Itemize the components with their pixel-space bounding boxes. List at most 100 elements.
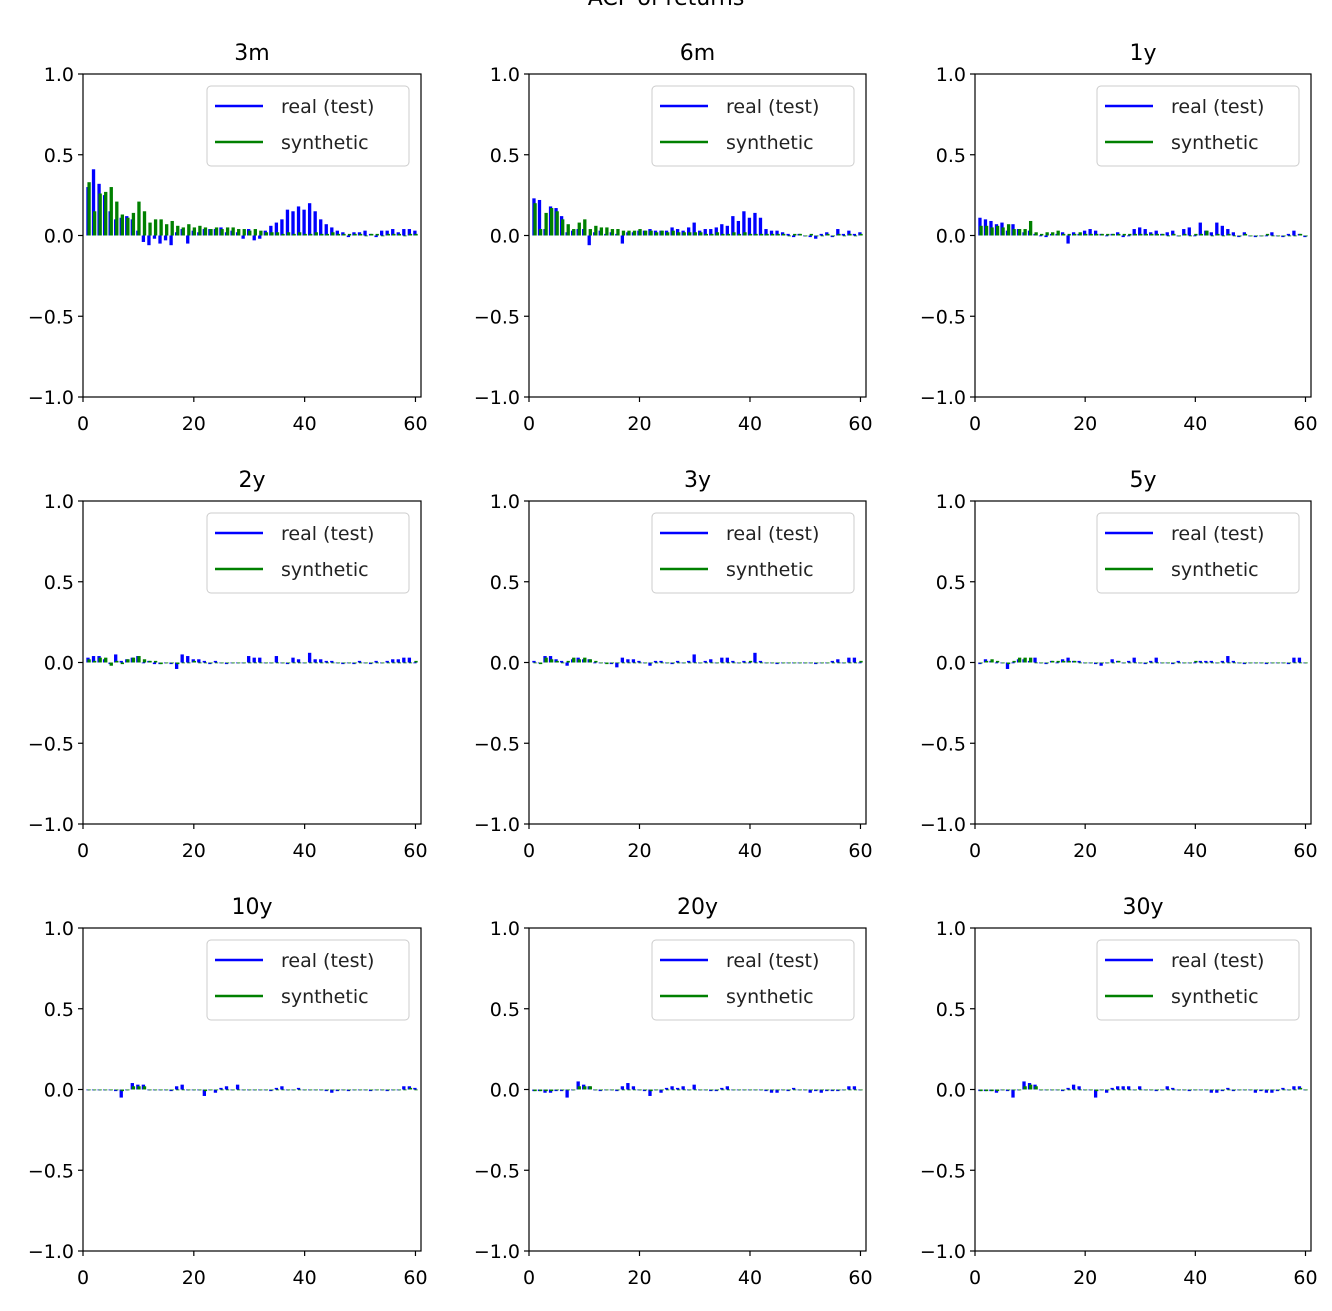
figure-suptitle: ACF of returns	[0, 0, 1332, 11]
bar-real	[786, 233, 790, 236]
bar-real	[659, 660, 663, 663]
bar-synthetic	[610, 229, 615, 236]
bar-synthetic	[594, 660, 598, 663]
bar-synthetic	[1089, 1089, 1093, 1091]
bar-real	[1033, 657, 1037, 663]
bar-synthetic	[632, 230, 637, 236]
bar-real	[1286, 233, 1291, 236]
y-tick-label: 1.0	[44, 918, 74, 940]
bar-synthetic	[1271, 662, 1275, 664]
bar-real	[1066, 657, 1070, 663]
bar-synthetic	[1155, 662, 1159, 664]
bar-synthetic	[375, 233, 379, 236]
bar-synthetic	[1254, 1089, 1259, 1091]
bar-real	[296, 1087, 301, 1090]
bar-synthetic	[1216, 1089, 1220, 1091]
bar-real	[341, 662, 345, 665]
bar-synthetic	[759, 1089, 764, 1091]
bar-real	[114, 654, 118, 663]
bar-real	[385, 230, 389, 236]
bar-real	[169, 235, 173, 246]
bar-real	[208, 662, 212, 665]
bar-synthetic	[264, 662, 269, 664]
bar-synthetic	[621, 662, 626, 664]
bar-synthetic	[1106, 233, 1110, 236]
bar-synthetic	[804, 662, 808, 664]
bar-real	[1011, 662, 1015, 664]
y-tick-label: 1.0	[490, 918, 520, 940]
bar-real	[180, 1084, 184, 1090]
bar-synthetic	[1260, 1089, 1264, 1091]
bar-synthetic	[748, 660, 753, 663]
bar-real	[1066, 1087, 1070, 1090]
bar-synthetic	[1139, 1089, 1143, 1091]
bar-real	[731, 216, 735, 236]
subplot-30y: 30y 1.0 0.5 0.0 −0.5 −1.00 20 40 60 real (test) sy…	[920, 895, 1318, 1289]
bar-synthetic	[798, 662, 802, 664]
bar-synthetic	[721, 662, 725, 664]
bar-synthetic	[1056, 230, 1060, 236]
bar-synthetic	[699, 1089, 703, 1091]
bar-synthetic	[1194, 233, 1198, 236]
bar-synthetic	[364, 1089, 368, 1091]
bar-real	[1171, 1087, 1175, 1090]
bar-real	[1237, 235, 1241, 238]
bar-synthetic	[1172, 233, 1176, 236]
bar-synthetic	[126, 1089, 130, 1091]
bar-synthetic	[710, 1089, 714, 1091]
bar-synthetic	[115, 660, 119, 663]
bar-real	[152, 235, 157, 239]
bar-synthetic	[1017, 657, 1022, 663]
bar-synthetic	[538, 1089, 543, 1092]
bar-real	[703, 229, 707, 236]
bar-real	[808, 1089, 812, 1093]
bar-real	[202, 660, 207, 663]
bar-real	[330, 660, 334, 663]
bar-real	[753, 652, 757, 663]
legend-label: synthetic	[281, 132, 369, 154]
bar-real	[620, 235, 625, 244]
subplot-title: 10y	[231, 895, 272, 920]
bar-real	[1127, 235, 1131, 237]
bar-synthetic	[187, 662, 191, 664]
bar-real	[681, 1086, 685, 1090]
bar-synthetic	[1221, 1089, 1226, 1091]
bar-real	[307, 652, 312, 663]
bar-real	[324, 224, 328, 236]
bar-real	[725, 1086, 729, 1090]
y-tick-label: 0.5	[490, 572, 520, 594]
x-tick-label: 60	[848, 1267, 872, 1289]
legend-label: synthetic	[1171, 132, 1259, 154]
bar-synthetic	[414, 233, 418, 236]
bar-real	[1093, 662, 1098, 665]
y-tick-label: 1.0	[936, 64, 966, 86]
bar-real	[626, 1083, 630, 1090]
bar-synthetic	[198, 1089, 202, 1091]
bar-synthetic	[397, 1089, 402, 1091]
bar-synthetic	[1111, 662, 1115, 664]
bar-real	[841, 233, 846, 236]
bar-synthetic	[804, 1089, 808, 1091]
bar-synthetic	[1034, 1086, 1038, 1090]
bar-synthetic	[126, 659, 130, 663]
bar-synthetic	[748, 1089, 753, 1091]
bar-real	[819, 233, 823, 236]
bar-synthetic	[721, 233, 725, 236]
bar-synthetic	[726, 662, 731, 664]
bar-synthetic	[621, 1089, 626, 1091]
bar-synthetic	[704, 1089, 708, 1091]
bar-real	[186, 656, 190, 663]
bar-real	[692, 222, 696, 236]
bar-synthetic	[842, 235, 847, 237]
bar-real	[769, 1089, 774, 1093]
bar-real	[330, 1089, 334, 1093]
bar-synthetic	[793, 1089, 797, 1091]
bar-synthetic	[181, 1089, 185, 1091]
bar-real	[368, 1089, 373, 1092]
bar-synthetic	[104, 191, 108, 236]
bar-real	[1176, 660, 1180, 663]
bar-real	[742, 211, 746, 236]
bar-synthetic	[1205, 230, 1209, 236]
x-tick-label: 0	[523, 413, 535, 435]
bar-real	[313, 659, 317, 663]
